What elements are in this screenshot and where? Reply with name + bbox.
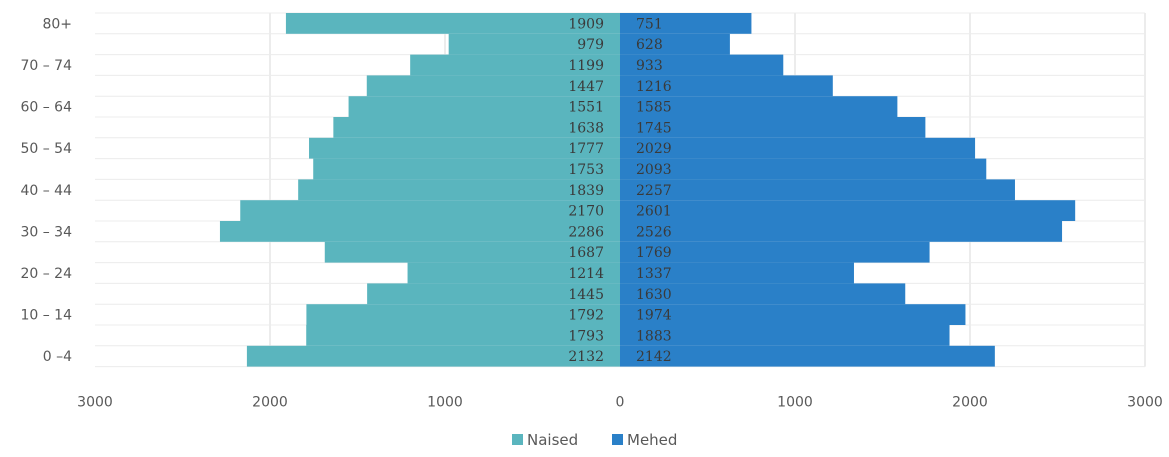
data-label-mehed: 2257: [636, 183, 672, 199]
bar-mehed: [620, 96, 898, 117]
bar-mehed: [620, 262, 854, 284]
y-tick-label: 30 – 34: [20, 224, 72, 240]
data-label-mehed: 1974: [636, 308, 672, 324]
bar-mehed: [620, 54, 784, 76]
bar-mehed: [620, 13, 752, 34]
data-label-naised: 1839: [568, 183, 604, 199]
bar-mehed: [620, 221, 1063, 242]
x-tick-label: 1000: [777, 395, 813, 411]
data-label-mehed: 1769: [636, 245, 672, 261]
bar-naised: [448, 33, 620, 55]
data-label-naised: 1792: [568, 308, 604, 324]
legend-label-mehed: Mehed: [627, 431, 677, 449]
bar-mehed: [620, 325, 950, 346]
data-label-naised: 1199: [568, 58, 604, 74]
bar-mehed: [620, 117, 926, 138]
x-tick-label: 0: [616, 395, 625, 411]
y-tick-label: 50 – 54: [20, 141, 72, 157]
legend-swatch-mehed: [612, 434, 623, 445]
bar-naised: [306, 304, 620, 325]
data-label-naised: 2132: [568, 349, 604, 365]
data-label-mehed: 1585: [636, 100, 672, 116]
x-tick-label: 3000: [77, 395, 113, 411]
bar-naised: [285, 13, 620, 34]
data-label-naised: 1687: [568, 245, 604, 261]
bar-mehed: [620, 345, 995, 367]
data-label-naised: 1638: [568, 120, 604, 136]
data-label-mehed: 1630: [636, 287, 672, 303]
bar-mehed: [620, 283, 906, 305]
bar-naised: [298, 179, 620, 201]
data-label-mehed: 2142: [636, 349, 672, 365]
bar-naised: [313, 158, 620, 180]
y-tick-label: 70 – 74: [20, 58, 72, 74]
bar-naised: [309, 137, 620, 159]
y-tick-label: 10 – 14: [20, 308, 72, 324]
bar-mehed: [620, 137, 976, 159]
data-label-naised: 979: [577, 37, 604, 53]
data-label-mehed: 933: [636, 58, 663, 74]
bar-naised: [240, 200, 620, 221]
bar-naised: [348, 96, 620, 117]
data-label-mehed: 1745: [636, 120, 672, 136]
data-label-naised: 1777: [568, 141, 604, 157]
y-tick-label: 40 – 44: [20, 183, 72, 199]
bar-mehed: [620, 304, 966, 325]
y-tick-label: 0 –4: [43, 349, 72, 365]
data-label-naised: 1753: [568, 162, 604, 178]
data-label-naised: 1551: [568, 100, 604, 116]
y-tick-label: 20 – 24: [20, 266, 72, 282]
x-tick-label: 2000: [952, 395, 988, 411]
x-tick-label: 3000: [1127, 395, 1163, 411]
y-tick-label: 60 – 64: [20, 100, 72, 116]
legend-swatch-naised: [512, 434, 523, 445]
data-label-naised: 2170: [568, 204, 604, 220]
data-label-mehed: 2093: [636, 162, 672, 178]
data-label-naised: 2286: [568, 224, 604, 240]
data-label-mehed: 2029: [636, 141, 672, 157]
bar-naised: [407, 262, 620, 284]
bar-mehed: [620, 75, 833, 97]
bar-mehed: [620, 241, 930, 263]
bar-mehed: [620, 158, 987, 180]
data-label-naised: 1909: [568, 16, 604, 32]
bar-mehed: [620, 33, 730, 55]
bar-mehed: [620, 179, 1015, 201]
data-label-mehed: 2601: [636, 204, 672, 220]
data-label-mehed: 2526: [636, 224, 672, 240]
x-tick-label: 1000: [427, 395, 463, 411]
data-label-mehed: 628: [636, 37, 663, 53]
bar-naised: [219, 221, 620, 242]
data-label-mehed: 1337: [636, 266, 672, 282]
bar-naised: [333, 117, 620, 138]
x-tick-label: 2000: [252, 395, 288, 411]
bar-naised: [324, 241, 620, 263]
data-label-naised: 1214: [568, 266, 604, 282]
data-label-mehed: 1883: [636, 328, 672, 344]
data-label-naised: 1793: [568, 328, 604, 344]
bar-naised: [366, 75, 620, 97]
data-label-mehed: 751: [636, 16, 663, 32]
bar-naised: [367, 283, 620, 305]
data-label-naised: 1447: [568, 79, 604, 95]
bar-naised: [410, 54, 620, 76]
legend-label-naised: Naised: [527, 431, 578, 449]
bar-naised: [246, 345, 620, 367]
bar-mehed: [620, 200, 1076, 221]
bar-naised: [306, 325, 620, 346]
data-label-naised: 1445: [568, 287, 604, 303]
y-tick-label: 80+: [42, 16, 72, 32]
data-label-mehed: 1216: [636, 79, 672, 95]
